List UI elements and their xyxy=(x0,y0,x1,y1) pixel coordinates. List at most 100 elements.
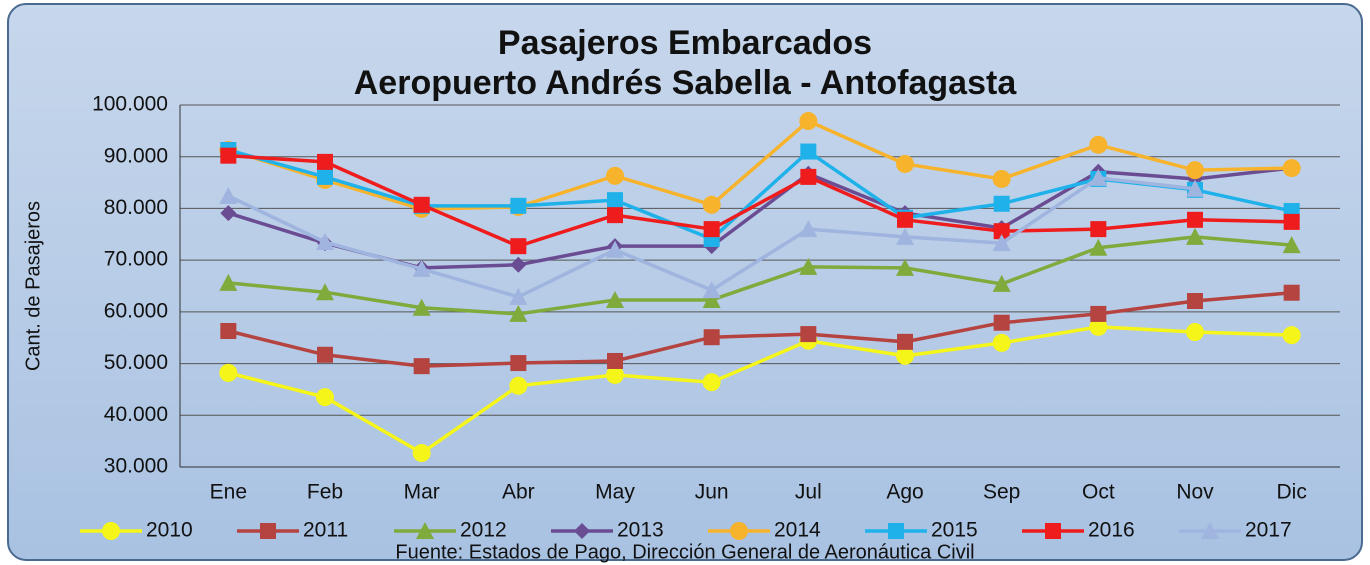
data-point xyxy=(992,169,1011,188)
data-point xyxy=(219,187,238,205)
data-point xyxy=(509,376,528,395)
data-point xyxy=(799,257,818,275)
series-line xyxy=(227,290,1292,368)
data-point xyxy=(1282,326,1301,345)
data-point xyxy=(1187,292,1203,309)
x-tick-label: Dic xyxy=(1276,481,1306,504)
data-point xyxy=(316,388,334,407)
data-point xyxy=(509,287,528,305)
y-tick-label: 40.000 xyxy=(104,403,168,426)
legend-label: 2014 xyxy=(774,519,821,542)
data-point xyxy=(896,346,914,365)
legend-marker xyxy=(888,523,904,539)
data-point xyxy=(800,326,817,343)
data-point xyxy=(317,346,333,363)
data-point xyxy=(606,166,624,185)
data-point xyxy=(992,274,1011,292)
data-point xyxy=(1282,159,1301,178)
legend-marker xyxy=(1045,523,1061,539)
data-point xyxy=(317,153,333,170)
legend-label: 2016 xyxy=(1088,519,1135,542)
series-line xyxy=(227,118,1292,211)
data-point xyxy=(607,352,623,369)
data-point xyxy=(220,205,237,222)
data-point xyxy=(897,211,913,228)
legend-marker xyxy=(260,523,276,539)
data-point xyxy=(896,227,914,245)
data-point xyxy=(1283,213,1300,230)
legend-label: 2013 xyxy=(617,519,664,542)
x-tick-label: May xyxy=(595,481,635,504)
data-point xyxy=(1283,284,1300,301)
data-point xyxy=(702,281,721,299)
data-point xyxy=(219,273,238,291)
data-point xyxy=(702,290,721,308)
data-point xyxy=(316,233,334,251)
data-point xyxy=(509,304,528,322)
data-point xyxy=(413,358,430,375)
y-tick-label: 80.000 xyxy=(104,196,168,219)
data-point xyxy=(993,195,1010,212)
data-point xyxy=(510,238,527,255)
y-tick-label: 60.000 xyxy=(104,299,168,322)
data-point xyxy=(1282,236,1301,254)
data-point xyxy=(896,154,914,173)
data-point xyxy=(1090,305,1107,322)
x-tick-label: Jun xyxy=(695,481,729,504)
data-point xyxy=(316,283,334,301)
data-point xyxy=(220,322,237,339)
data-point xyxy=(510,256,527,273)
data-point xyxy=(413,196,430,213)
data-point xyxy=(1090,221,1107,238)
y-axis-label: Cant. de Pasajeros xyxy=(22,201,44,371)
data-point xyxy=(799,112,818,131)
data-point xyxy=(510,355,527,372)
data-point xyxy=(1186,161,1204,180)
x-tick-label: Abr xyxy=(502,481,535,504)
data-point xyxy=(800,168,817,185)
data-point xyxy=(800,143,817,160)
y-tick-label: 30.000 xyxy=(104,455,168,478)
data-point xyxy=(993,223,1010,240)
legend-label: 2011 xyxy=(303,519,348,542)
data-point xyxy=(412,298,431,316)
source-note: Fuente: Estados de Pago, Dirección Gener… xyxy=(395,541,974,563)
data-point xyxy=(1089,317,1108,336)
chart-subtitle: Aeropuerto Andrés Sabella - Antofagasta xyxy=(354,64,1018,102)
x-tick-label: Sep xyxy=(983,481,1020,504)
data-point xyxy=(1187,211,1203,228)
data-point xyxy=(702,373,721,392)
data-point xyxy=(703,221,720,238)
data-point xyxy=(1186,179,1204,197)
data-point xyxy=(220,147,237,164)
data-point xyxy=(992,234,1011,252)
x-tick-label: Mar xyxy=(404,481,440,504)
data-point xyxy=(606,290,624,308)
x-tick-label: Ago xyxy=(886,481,923,504)
data-point xyxy=(993,314,1010,331)
legend-label: 2017 xyxy=(1245,519,1292,542)
y-tick-label: 100.000 xyxy=(92,93,168,116)
data-point xyxy=(799,220,818,238)
data-point xyxy=(606,365,624,384)
data-point xyxy=(412,259,431,277)
data-point xyxy=(317,168,333,185)
legend-marker xyxy=(574,523,590,539)
data-point xyxy=(1089,238,1108,256)
chart-background xyxy=(7,3,1363,561)
y-tick-label: 50.000 xyxy=(104,351,168,374)
x-tick-label: Nov xyxy=(1176,481,1214,504)
data-point xyxy=(1186,227,1204,245)
series-line xyxy=(227,325,1292,456)
data-point xyxy=(703,329,720,346)
legend-marker xyxy=(730,522,748,540)
series-line xyxy=(228,235,1292,316)
x-tick-label: Feb xyxy=(307,481,343,504)
legend-label: 2012 xyxy=(460,519,507,542)
x-tick-label: Jul xyxy=(795,481,822,504)
legend-marker xyxy=(102,522,120,540)
legend-label: 2015 xyxy=(931,519,978,542)
data-point xyxy=(607,207,623,224)
x-tick-label: Oct xyxy=(1082,481,1115,504)
